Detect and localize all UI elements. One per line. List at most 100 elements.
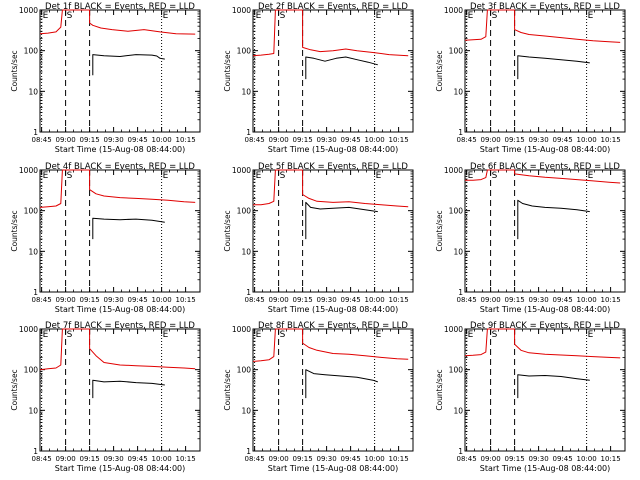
y-tick-label: 1000 bbox=[19, 166, 38, 175]
time-marker-label: E bbox=[256, 330, 262, 340]
y-tick-label: 1 bbox=[246, 128, 251, 137]
lld-series-line bbox=[465, 169, 621, 184]
x-tick-label: 08:45 bbox=[245, 296, 265, 304]
x-tick-label: 09:30 bbox=[317, 296, 337, 304]
y-axis-label: Counts/sec bbox=[223, 369, 232, 410]
y-tick-label: 1 bbox=[458, 128, 463, 137]
y-tick-label: 1000 bbox=[19, 325, 38, 334]
y-tick-label: 100 bbox=[449, 47, 464, 56]
x-tick-label: 10:00 bbox=[152, 136, 172, 144]
panel-title: Det 2f BLACK = Events, RED = LLD bbox=[258, 2, 408, 12]
x-tick-label: 10:15 bbox=[389, 455, 409, 463]
x-tick-label: 10:15 bbox=[176, 455, 196, 463]
y-tick-label: 100 bbox=[24, 366, 39, 375]
y-tick-label: 100 bbox=[449, 366, 464, 375]
panel-title: Det 4f BLACK = Events, RED = LLD bbox=[45, 162, 195, 172]
plot-frame bbox=[464, 328, 626, 452]
time-marker-label: S bbox=[492, 171, 498, 181]
x-tick-label: 09:00 bbox=[56, 455, 76, 463]
x-tick-label: 08:45 bbox=[457, 455, 477, 463]
x-axis-label: Start Time (15-Aug-08 08:44:00) bbox=[480, 464, 611, 473]
time-marker-label: S bbox=[492, 11, 498, 21]
x-tick-label: 10:15 bbox=[601, 136, 621, 144]
x-tick-label: 09:15 bbox=[293, 296, 313, 304]
detector-panel-4: Det 4f BLACK = Events, RED = LLD 1 10 100 10… bbox=[10, 162, 201, 314]
panel-title: Det 5f BLACK = Events, RED = LLD bbox=[258, 162, 408, 172]
y-tick-label: 10 bbox=[241, 247, 251, 256]
events-series-line bbox=[305, 369, 378, 399]
detector-panel-8: Det 8f BLACK = Events, RED = LLD 1 10 100 10… bbox=[223, 321, 414, 473]
time-marker-label: E bbox=[256, 171, 262, 181]
x-tick-label: 09:30 bbox=[317, 455, 337, 463]
events-series-line bbox=[517, 199, 590, 240]
x-tick-label: 09:45 bbox=[553, 296, 573, 304]
plot-frame bbox=[252, 328, 414, 452]
x-tick-label: 09:30 bbox=[104, 136, 124, 144]
x-tick-label: 10:00 bbox=[577, 136, 597, 144]
y-tick-label: 10 bbox=[241, 406, 251, 415]
y-tick-label: 10 bbox=[453, 247, 463, 256]
time-marker-label: S bbox=[280, 11, 286, 21]
y-tick-label: 1000 bbox=[232, 325, 251, 334]
x-tick-label: 10:00 bbox=[365, 296, 385, 304]
x-tick-label: 09:45 bbox=[128, 296, 148, 304]
x-tick-label: 10:00 bbox=[577, 296, 597, 304]
events-series-line bbox=[517, 374, 590, 399]
detector-panel-3: Det 3f BLACK = Events, RED = LLD 1 10 100 10… bbox=[435, 2, 626, 154]
x-tick-label: 09:15 bbox=[505, 455, 525, 463]
y-tick-label: 1000 bbox=[232, 166, 251, 175]
detector-panel-9: Det 9f BLACK = Events, RED = LLD 1 10 100 10… bbox=[435, 321, 626, 473]
detector-panel-5: Det 5f BLACK = Events, RED = LLD 1 10 100 10… bbox=[223, 162, 414, 314]
x-axis-label: Start Time (15-Aug-08 08:44:00) bbox=[268, 145, 399, 154]
x-tick-label: 10:00 bbox=[365, 136, 385, 144]
time-marker-label: S bbox=[67, 11, 73, 21]
y-axis-label: Counts/sec bbox=[10, 50, 19, 91]
x-tick-label: 08:45 bbox=[457, 296, 477, 304]
x-tick-label: 09:15 bbox=[293, 136, 313, 144]
time-marker-label: E bbox=[376, 11, 382, 21]
events-series-line bbox=[92, 217, 165, 240]
time-marker-label: E bbox=[163, 171, 169, 181]
x-tick-label: 08:45 bbox=[457, 136, 477, 144]
plot-frame bbox=[39, 169, 201, 293]
time-marker-label: S bbox=[492, 330, 498, 340]
y-tick-label: 100 bbox=[237, 47, 252, 56]
y-axis-label: Counts/sec bbox=[10, 210, 19, 251]
x-tick-label: 09:15 bbox=[293, 455, 313, 463]
panel-title: Det 9f BLACK = Events, RED = LLD bbox=[470, 321, 620, 331]
x-tick-label: 08:45 bbox=[245, 136, 265, 144]
time-marker-label: E bbox=[43, 171, 49, 181]
x-tick-label: 09:45 bbox=[128, 455, 148, 463]
plot-frame bbox=[39, 9, 201, 133]
y-tick-label: 1 bbox=[246, 447, 251, 456]
y-axis-label: Counts/sec bbox=[223, 50, 232, 91]
panel-title: Det 7f BLACK = Events, RED = LLD bbox=[45, 321, 195, 331]
x-tick-label: 08:45 bbox=[32, 136, 52, 144]
x-tick-label: 09:00 bbox=[269, 136, 289, 144]
x-tick-label: 10:00 bbox=[152, 296, 172, 304]
x-tick-label: 09:30 bbox=[104, 296, 124, 304]
x-tick-label: 08:45 bbox=[32, 455, 52, 463]
time-marker-label: E bbox=[588, 330, 594, 340]
y-tick-label: 100 bbox=[449, 207, 464, 216]
x-tick-label: 10:15 bbox=[176, 136, 196, 144]
time-marker-label: E bbox=[468, 171, 474, 181]
time-marker-label: E bbox=[43, 11, 49, 21]
x-tick-label: 10:15 bbox=[601, 455, 621, 463]
x-tick-label: 09:30 bbox=[529, 455, 549, 463]
panel-title: Det 6f BLACK = Events, RED = LLD bbox=[470, 162, 620, 172]
y-tick-label: 1 bbox=[246, 288, 251, 297]
detector-panel-2: Det 2f BLACK = Events, RED = LLD 1 10 100 10… bbox=[223, 2, 414, 154]
x-tick-label: 09:15 bbox=[80, 296, 100, 304]
time-marker-label: E bbox=[468, 11, 474, 21]
detector-panel-7: Det 7f BLACK = Events, RED = LLD 1 10 100 10… bbox=[10, 321, 201, 473]
x-axis-label: Start Time (15-Aug-08 08:44:00) bbox=[480, 305, 611, 314]
y-tick-label: 10 bbox=[28, 87, 38, 96]
y-tick-label: 10 bbox=[28, 247, 38, 256]
plot-frame bbox=[464, 169, 626, 293]
x-tick-label: 09:00 bbox=[56, 136, 76, 144]
x-tick-label: 09:30 bbox=[529, 296, 549, 304]
x-axis-label: Start Time (15-Aug-08 08:44:00) bbox=[55, 464, 186, 473]
time-marker-label: S bbox=[67, 330, 73, 340]
x-tick-label: 09:00 bbox=[56, 296, 76, 304]
